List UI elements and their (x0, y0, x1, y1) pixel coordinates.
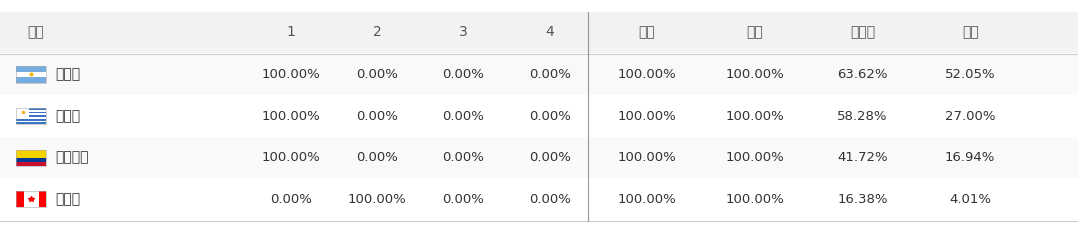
Text: 质里: 质里 (638, 25, 655, 39)
Text: 100.00%: 100.00% (262, 68, 320, 81)
Text: 1: 1 (287, 25, 295, 39)
FancyBboxPatch shape (16, 67, 46, 72)
FancyBboxPatch shape (16, 112, 46, 113)
FancyBboxPatch shape (16, 122, 46, 124)
Text: 0.00%: 0.00% (443, 193, 484, 206)
Text: 0.00%: 0.00% (357, 151, 398, 164)
FancyBboxPatch shape (16, 115, 46, 117)
Text: 100.00%: 100.00% (725, 151, 784, 164)
Text: 100.00%: 100.00% (262, 109, 320, 123)
FancyBboxPatch shape (16, 162, 46, 166)
FancyBboxPatch shape (24, 191, 39, 207)
FancyBboxPatch shape (16, 108, 46, 110)
Text: 0.00%: 0.00% (529, 151, 570, 164)
Text: 加拿大: 加拿大 (55, 192, 80, 206)
Text: 0.00%: 0.00% (529, 68, 570, 81)
Text: 100.00%: 100.00% (618, 109, 676, 123)
Text: 0.00%: 0.00% (357, 68, 398, 81)
Text: 100.00%: 100.00% (725, 193, 784, 206)
Text: 3: 3 (459, 25, 468, 39)
FancyBboxPatch shape (16, 117, 46, 119)
Text: 58.28%: 58.28% (838, 109, 887, 123)
Text: 0.00%: 0.00% (443, 151, 484, 164)
Text: 0.00%: 0.00% (529, 193, 570, 206)
FancyBboxPatch shape (16, 158, 46, 162)
FancyBboxPatch shape (16, 121, 46, 122)
Text: 乌拉圭: 乌拉圭 (55, 109, 80, 123)
Text: 哥伦比亚: 哥伦比亚 (55, 151, 88, 165)
Text: 4.01%: 4.01% (950, 193, 991, 206)
Text: 100.00%: 100.00% (348, 193, 406, 206)
Text: 冠军: 冠军 (962, 25, 979, 39)
Text: 100.00%: 100.00% (618, 193, 676, 206)
Text: 阿根廷: 阿根廷 (55, 67, 80, 82)
Text: 63.62%: 63.62% (838, 68, 887, 81)
Text: 团队: 团队 (27, 25, 44, 39)
Text: 100.00%: 100.00% (725, 68, 784, 81)
FancyBboxPatch shape (16, 72, 46, 77)
FancyBboxPatch shape (16, 108, 29, 117)
Text: 27.00%: 27.00% (945, 109, 995, 123)
FancyBboxPatch shape (16, 77, 46, 82)
Text: 4: 4 (545, 25, 554, 39)
Text: 100.00%: 100.00% (262, 151, 320, 164)
Text: 52.05%: 52.05% (945, 68, 995, 81)
Text: 2: 2 (373, 25, 382, 39)
Text: 0.00%: 0.00% (443, 68, 484, 81)
FancyBboxPatch shape (0, 54, 1078, 95)
FancyBboxPatch shape (16, 113, 46, 115)
Text: 最终的: 最终的 (849, 25, 875, 39)
FancyBboxPatch shape (0, 179, 1078, 219)
Text: 0.00%: 0.00% (271, 193, 312, 206)
FancyBboxPatch shape (0, 96, 1078, 136)
FancyBboxPatch shape (0, 12, 1078, 53)
FancyBboxPatch shape (39, 191, 46, 207)
FancyBboxPatch shape (16, 119, 46, 121)
Text: 16.94%: 16.94% (945, 151, 995, 164)
Text: 100.00%: 100.00% (725, 109, 784, 123)
Text: 100.00%: 100.00% (618, 151, 676, 164)
FancyBboxPatch shape (16, 110, 46, 112)
Text: 0.00%: 0.00% (443, 109, 484, 123)
Text: 0.00%: 0.00% (529, 109, 570, 123)
FancyBboxPatch shape (16, 191, 24, 207)
FancyBboxPatch shape (0, 137, 1078, 178)
Text: 16.38%: 16.38% (838, 193, 887, 206)
Text: 41.72%: 41.72% (838, 151, 887, 164)
Text: 科幻: 科幻 (746, 25, 763, 39)
FancyBboxPatch shape (16, 150, 46, 158)
Text: 0.00%: 0.00% (357, 109, 398, 123)
Text: 100.00%: 100.00% (618, 68, 676, 81)
